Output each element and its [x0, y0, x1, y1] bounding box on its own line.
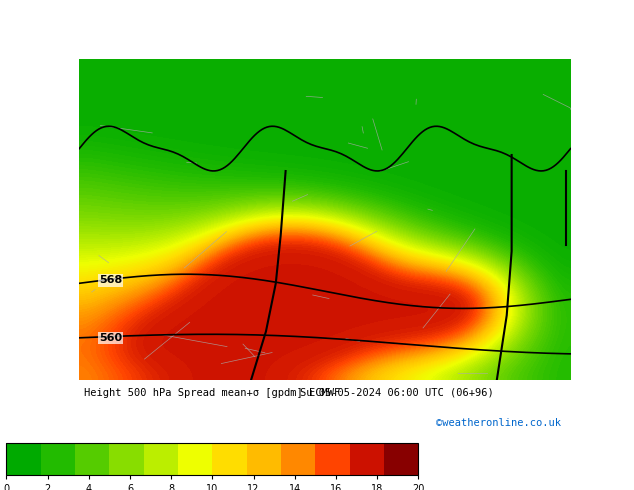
Text: ©weatheronline.co.uk: ©weatheronline.co.uk — [436, 417, 561, 428]
Text: 560: 560 — [99, 333, 122, 343]
Text: Su 05-05-2024 06:00 UTC (06+96): Su 05-05-2024 06:00 UTC (06+96) — [301, 388, 494, 398]
Text: Height 500 hPa Spread mean+σ [gpdm] ECMWF: Height 500 hPa Spread mean+σ [gpdm] ECMW… — [84, 388, 340, 398]
Text: 568: 568 — [99, 275, 122, 285]
